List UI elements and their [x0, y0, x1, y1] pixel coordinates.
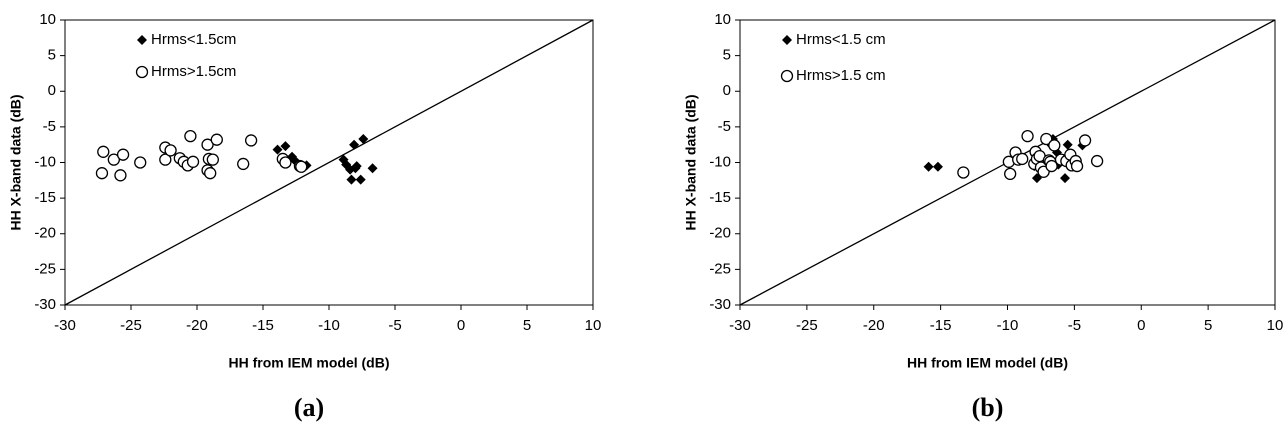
x-tick-label: -15 — [930, 317, 952, 334]
circle-marker — [1040, 132, 1053, 146]
legend-marker — [137, 35, 147, 45]
legend-marker — [780, 69, 794, 83]
legend-label: Hrms>1.5 cm — [796, 67, 886, 84]
y-axis-label: HH X-band data (dB) — [8, 94, 24, 230]
y-tick-label: -15 — [709, 189, 731, 206]
diamond-marker — [932, 161, 943, 172]
legend-label: Hrms>1.5cm — [151, 63, 236, 80]
circle-marker — [210, 133, 223, 146]
diamond-marker — [346, 174, 357, 185]
y-tick-label: 5 — [723, 47, 731, 64]
legend-label: Hrms<1.5cm — [151, 31, 236, 48]
diamond-marker — [355, 174, 366, 185]
circle-marker — [107, 153, 120, 166]
y-axis-label: HH X-band data (dB) — [683, 94, 699, 230]
circle-marker — [1016, 152, 1029, 166]
circle-marker — [1090, 154, 1104, 168]
circle-marker — [95, 167, 109, 180]
circle-marker — [186, 155, 200, 168]
x-tick-label: 0 — [1137, 317, 1145, 334]
diamond-marker — [1062, 139, 1073, 150]
circle-marker — [97, 145, 110, 158]
circle-marker — [114, 169, 127, 182]
diamond-marker — [367, 163, 378, 174]
x-tick-label: -10 — [997, 317, 1019, 334]
x-tick-label: 10 — [585, 317, 602, 334]
diamond-marker — [923, 161, 934, 172]
circle-marker — [184, 129, 197, 143]
y-tick-label: 10 — [39, 11, 56, 28]
legend-label: Hrms<1.5 cm — [796, 31, 886, 48]
x-tick-label: -5 — [1068, 317, 1081, 334]
y-tick-label: -5 — [43, 118, 56, 135]
y-tick-label: 0 — [723, 82, 731, 99]
y-tick-label: -5 — [718, 118, 731, 135]
y-tick-label: 0 — [48, 82, 56, 99]
y-tick-label: -10 — [34, 153, 56, 170]
y-tick-label: -15 — [34, 189, 56, 206]
x-tick-label: -25 — [120, 317, 142, 334]
circle-marker — [1021, 129, 1034, 143]
circle-marker — [295, 160, 308, 173]
x-tick-label: -30 — [729, 317, 751, 334]
y-tick-label: -30 — [34, 296, 56, 313]
y-tick-label: -25 — [709, 260, 731, 277]
y-tick-label: -30 — [709, 296, 731, 313]
circle-marker — [244, 134, 258, 147]
x-tick-label: 0 — [457, 317, 465, 334]
y-tick-label: -25 — [34, 260, 56, 277]
circle-marker — [159, 153, 172, 166]
circle-marker — [957, 166, 970, 179]
legend-marker — [135, 65, 149, 79]
diamond-marker — [358, 133, 369, 144]
x-tick-label: -25 — [796, 317, 818, 334]
circle-marker — [1078, 134, 1092, 147]
x-tick-label: 5 — [1204, 317, 1212, 334]
circle-marker — [279, 156, 292, 169]
diamond-marker — [272, 144, 283, 155]
y-tick-label: 5 — [48, 47, 56, 64]
circle-marker — [1004, 167, 1017, 181]
y-tick-label: -20 — [34, 225, 56, 242]
y-tick-label: 10 — [714, 11, 731, 28]
circle-marker — [201, 138, 214, 151]
x-axis-label: HH from IEM model (dB) — [907, 355, 1068, 371]
circle-marker — [206, 153, 219, 166]
y-tick-label: -20 — [709, 225, 731, 242]
caption: (b) — [972, 393, 1004, 422]
circle-marker — [116, 148, 130, 161]
x-tick-label: -20 — [863, 317, 885, 334]
x-tick-label: -10 — [318, 317, 340, 334]
circle-marker — [1070, 159, 1084, 173]
x-tick-label: -30 — [54, 317, 76, 334]
legend-marker — [782, 35, 792, 45]
diamond-marker — [350, 163, 361, 174]
circle-marker — [164, 144, 177, 157]
circle-marker — [204, 167, 217, 180]
circle-marker — [1048, 139, 1061, 152]
circle-marker — [1045, 159, 1058, 173]
circle-marker — [237, 157, 250, 171]
y-tick-label: -10 — [709, 153, 731, 170]
identity-line — [64, 19, 594, 306]
diamond-marker — [280, 141, 291, 152]
x-tick-label: -20 — [186, 317, 208, 334]
x-axis-label: HH from IEM model (dB) — [229, 355, 390, 371]
diamond-marker — [1060, 173, 1071, 184]
caption: (a) — [294, 393, 324, 422]
circle-marker — [134, 156, 147, 169]
x-tick-label: 5 — [523, 317, 531, 334]
diamond-marker — [349, 139, 360, 150]
x-tick-label: 10 — [1267, 317, 1284, 334]
x-tick-label: -5 — [388, 317, 401, 334]
x-tick-label: -15 — [252, 317, 274, 334]
